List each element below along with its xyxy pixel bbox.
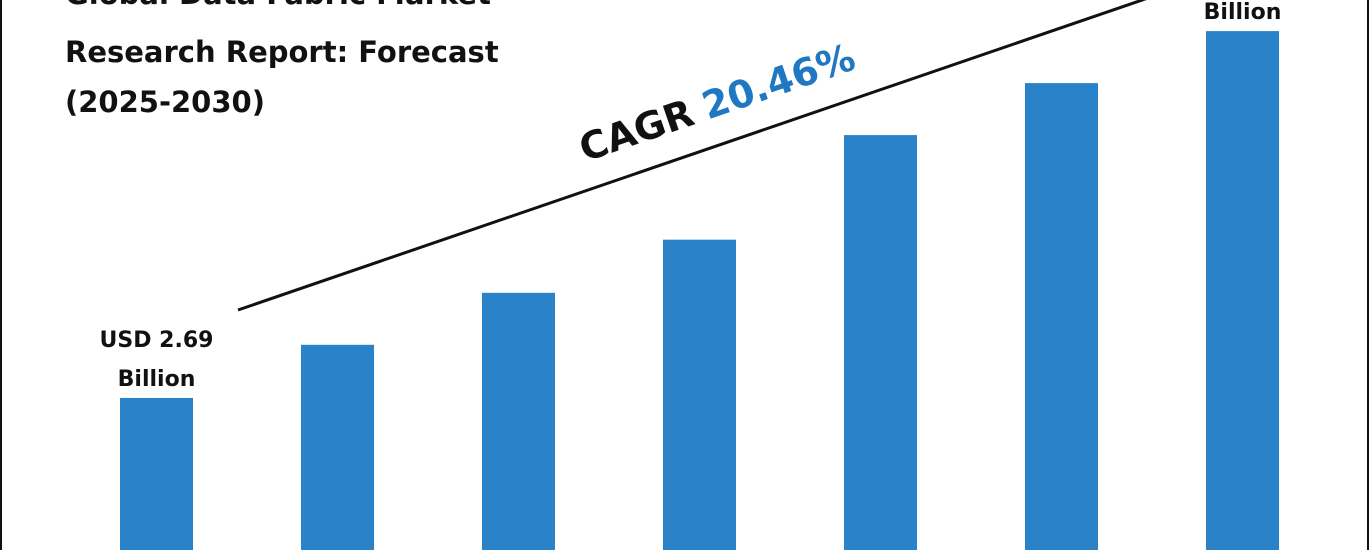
value-label: Billion <box>118 367 196 392</box>
bar <box>120 397 193 550</box>
chart-title: (2025-2030) <box>65 85 265 119</box>
value-label: USD 2.69 <box>100 328 214 353</box>
chart-title: Global Data Fabric Market <box>65 0 491 11</box>
value-label: Billion <box>1204 0 1282 25</box>
bar <box>844 135 917 550</box>
bar <box>482 292 555 550</box>
chart-title: Research Report: Forecast <box>65 35 499 69</box>
cagr-value: 20.46% <box>697 35 861 128</box>
cagr-annotation: CAGR 20.46% <box>574 35 861 170</box>
trend-line <box>237 0 1147 312</box>
bar <box>1206 31 1279 550</box>
bar <box>1025 83 1098 550</box>
bar <box>301 344 374 550</box>
bar <box>663 239 736 550</box>
